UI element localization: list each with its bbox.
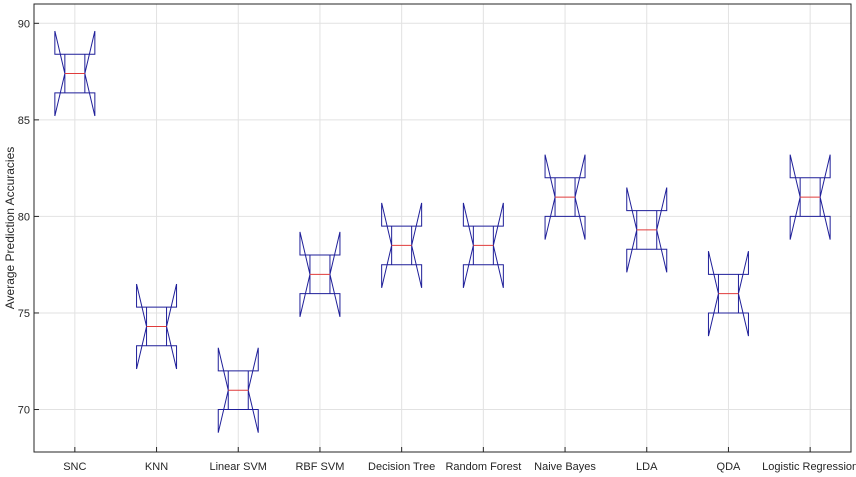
notched-box [544, 154, 586, 240]
y-axis: 70 75 80 85 90 [18, 18, 39, 417]
x-tick-label: LDA [636, 461, 658, 473]
notched-box [707, 251, 749, 337]
x-tick-label: Linear SVM [210, 461, 267, 473]
x-tick-label: Random Forest [445, 461, 521, 473]
notched-box [381, 202, 423, 288]
x-tick-label: RBF SVM [295, 461, 344, 473]
notched-box [54, 30, 96, 117]
plot-frame [33, 3, 852, 453]
grid-lines [34, 4, 851, 452]
x-tick-label: SNC [63, 461, 86, 473]
x-tick-label: Logistic Regression [762, 461, 856, 473]
y-tick-label: 85 [18, 115, 30, 127]
x-tick-label: QDA [717, 461, 742, 473]
notched-box [462, 202, 504, 288]
y-tick-label: 70 [18, 405, 30, 417]
x-tick-label: Decision Tree [368, 461, 435, 473]
x-tick-label: KNN [145, 461, 168, 473]
y-tick-label: 90 [18, 18, 30, 30]
y-tick-label: 75 [18, 308, 30, 320]
x-axis: SNC KNN Linear SVM RBF SVM Decision Tree Rand… [63, 447, 856, 473]
notched-box [217, 347, 259, 433]
notched-box [136, 283, 178, 370]
x-tick-label: Naive Bayes [534, 461, 596, 473]
boxes [54, 30, 831, 433]
y-tick-label: 80 [18, 211, 30, 223]
notched-box [626, 187, 668, 273]
y-axis-label: Average Prediction Accuracies [3, 147, 17, 310]
notched-box [299, 231, 341, 317]
notched-box [789, 154, 831, 240]
